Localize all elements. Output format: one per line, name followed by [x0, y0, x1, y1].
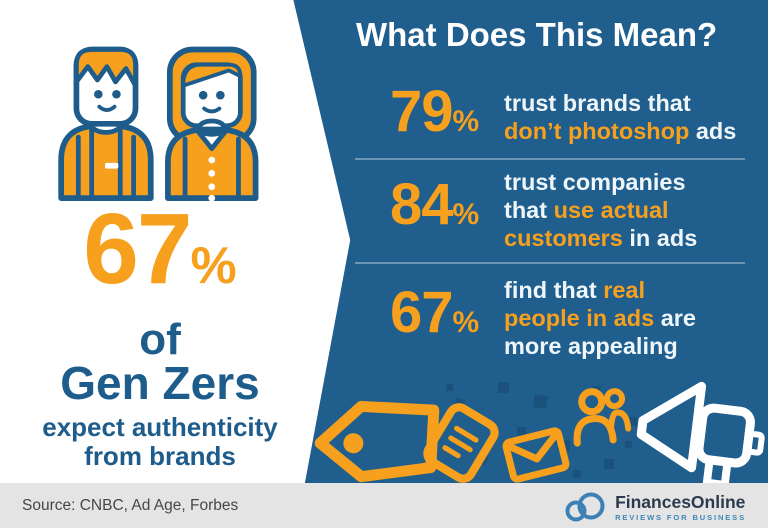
confetti-square: [533, 394, 548, 409]
brand-tagline: REVIEWS FOR BUSINESS: [615, 512, 746, 522]
stat-row-67: 67% find that real people in ads are more a…: [390, 276, 696, 360]
two-people-icon: [58, 46, 259, 202]
confetti-square: [517, 427, 526, 436]
stat-row-79: 79% trust brands that don’t photoshop ads: [390, 79, 737, 150]
stat-divider: [355, 158, 745, 160]
stat-value: 84%: [390, 172, 480, 237]
confetti-square: [625, 441, 632, 448]
confetti-square: [498, 382, 509, 393]
megaphone-icon: [636, 381, 765, 489]
envelope-icon: [502, 427, 570, 483]
man-figure: [58, 46, 154, 202]
brand-name: FinancesOnline: [615, 491, 746, 512]
brand-logo: FinancesOnline REVIEWS FOR BUSINESS: [564, 492, 746, 522]
stat-description: trust brands that don’t photoshop ads: [504, 90, 737, 144]
financesonline-cloud-icon: [565, 492, 605, 522]
stat-divider: [355, 262, 745, 264]
document-icon: [423, 403, 499, 483]
source-citation: Source: CNBC, Ad Age, Forbes: [22, 496, 239, 514]
stat-description: find that real people in ads are more appe…: [504, 277, 696, 359]
stat-value: 79%: [390, 79, 480, 144]
confetti-square: [446, 384, 453, 391]
stat-description: trust companies that use actual customers …: [504, 169, 698, 251]
people-group-icon: [573, 388, 632, 447]
stat-row-84: 84% trust companies that use actual custome…: [390, 168, 697, 252]
left-stat-block: 67% of Gen Zers expect authenticity from…: [8, 193, 312, 471]
left-stat-of: of: [139, 315, 181, 364]
page-title: What Does This Mean?: [356, 16, 718, 53]
left-stat-description: expect authenticity from brands: [42, 412, 278, 471]
left-stat-value: 67%: [83, 193, 237, 305]
left-stat-group: Gen Zers: [60, 357, 260, 409]
confetti-square: [604, 459, 614, 469]
footer-bar: Source: CNBC, Ad Age, Forbes FinancesOnl…: [0, 483, 768, 528]
confetti-square: [571, 468, 583, 480]
confetti-square: [628, 417, 637, 426]
stat-value: 67%: [390, 280, 480, 345]
woman-figure: [165, 46, 259, 202]
